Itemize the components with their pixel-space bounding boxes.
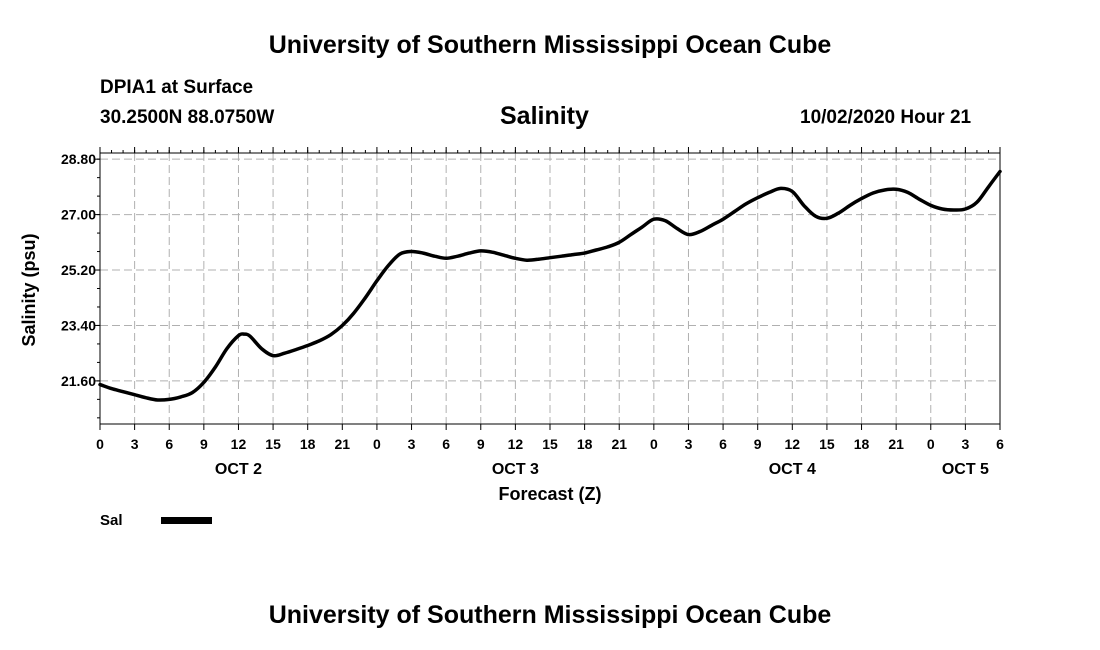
x-tick-label: 3 xyxy=(131,436,139,452)
bottom-title: University of Southern Mississippi Ocean… xyxy=(268,601,832,629)
x-tick-label: 21 xyxy=(888,436,904,452)
y-tick-label: 27.00 xyxy=(61,207,96,223)
x-tick-label: 3 xyxy=(961,436,969,452)
x-axis-label: Forecast (Z) xyxy=(498,484,601,504)
x-tick-label: 0 xyxy=(927,436,935,452)
coordinates-label: 30.2500N 88.0750W xyxy=(100,107,275,128)
legend-label: Sal xyxy=(100,512,123,529)
x-tick-label: 12 xyxy=(231,436,247,452)
x-tick-label: 6 xyxy=(719,436,727,452)
x-tick-label: 6 xyxy=(996,436,1004,452)
x-tick-label: 18 xyxy=(854,436,870,452)
x-tick-label: 3 xyxy=(408,436,416,452)
x-tick-label: 15 xyxy=(819,436,835,452)
datetime-label: 10/02/2020 Hour 21 xyxy=(800,107,972,128)
x-tick-label: 15 xyxy=(542,436,558,452)
y-axis-label: Salinity (psu) xyxy=(19,233,39,346)
salinity-series-line xyxy=(98,169,1002,402)
x-tick-label: 3 xyxy=(685,436,693,452)
x-tick-label: 18 xyxy=(300,436,316,452)
station-label: DPIA1 at Surface xyxy=(100,77,254,98)
plot-title: Salinity xyxy=(500,102,589,130)
y-tick-label: 28.80 xyxy=(61,151,96,167)
x-tick-label: 18 xyxy=(577,436,593,452)
y-tick-label: 23.40 xyxy=(61,317,96,333)
x-tick-label: 9 xyxy=(477,436,485,452)
x-tick-label: 0 xyxy=(373,436,381,452)
top-title: University of Southern Mississippi Ocean… xyxy=(268,31,832,59)
axis-ticks: 21.60 23.40 25.20 27.00 28.80 0 3 6 9 12 15 18 21 0 3 6… xyxy=(61,147,1004,478)
x-tick-label: 0 xyxy=(650,436,658,452)
x-day-label: OCT 2 xyxy=(215,461,262,478)
x-tick-label: 0 xyxy=(96,436,104,452)
x-tick-label: 6 xyxy=(165,436,173,452)
legend-swatch xyxy=(161,517,212,524)
y-tick-label: 25.20 xyxy=(61,262,96,278)
x-day-label: OCT 4 xyxy=(769,461,816,478)
x-day-label: OCT 3 xyxy=(492,461,539,478)
x-tick-label: 21 xyxy=(335,436,351,452)
x-tick-label: 9 xyxy=(200,436,208,452)
x-day-label: OCT 5 xyxy=(942,461,989,478)
x-tick-label: 6 xyxy=(442,436,450,452)
y-tick-label: 21.60 xyxy=(61,373,96,389)
grid-lines xyxy=(100,153,1000,424)
x-tick-label: 15 xyxy=(265,436,281,452)
x-tick-label: 12 xyxy=(508,436,524,452)
x-tick-label: 9 xyxy=(754,436,762,452)
x-tick-label: 12 xyxy=(785,436,801,452)
x-tick-label: 21 xyxy=(611,436,627,452)
